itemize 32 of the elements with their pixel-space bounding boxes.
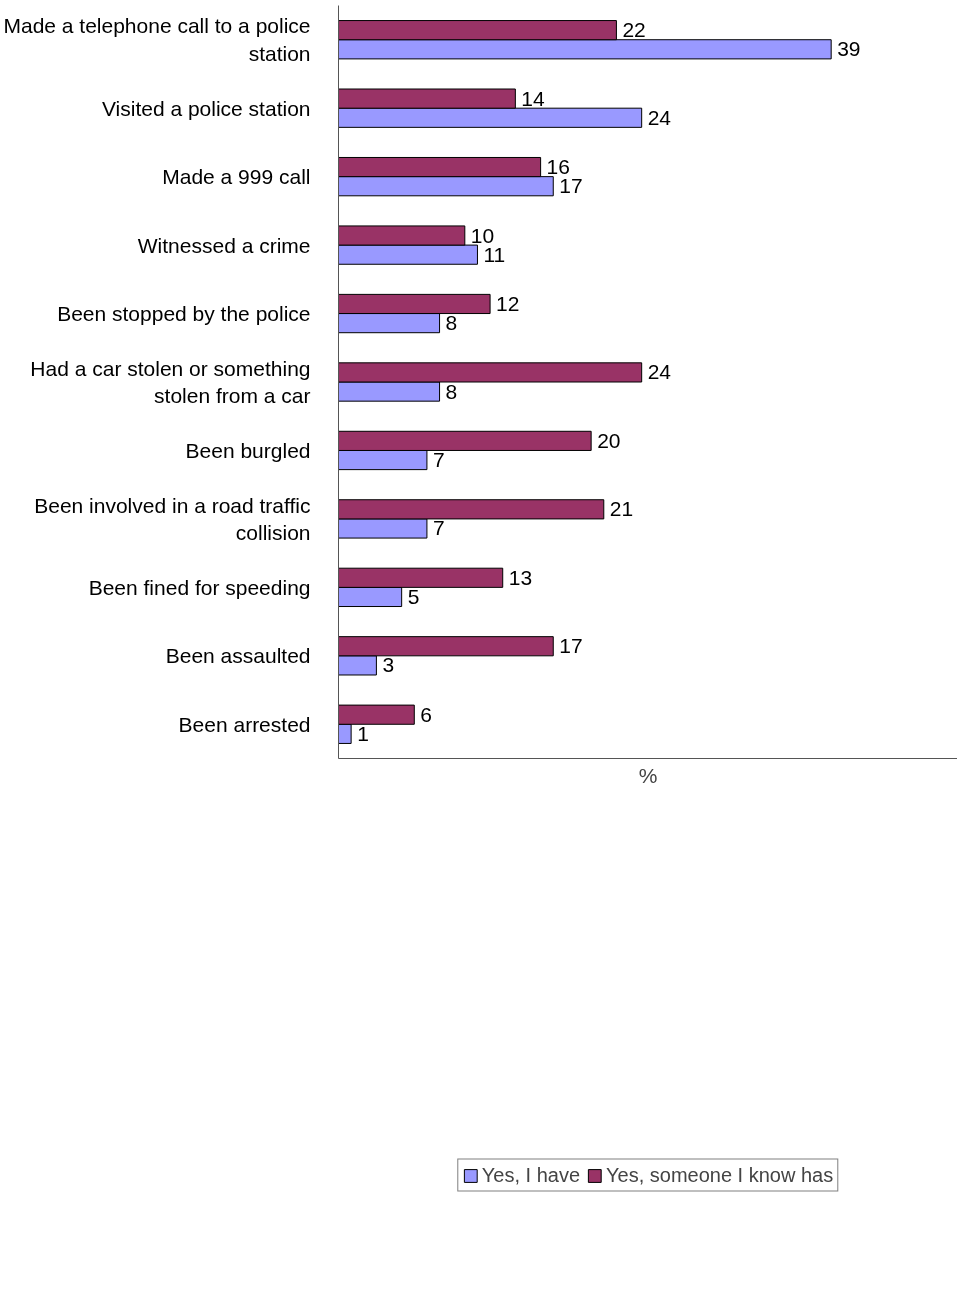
data-label: 8 <box>445 311 458 335</box>
data-label: 6 <box>420 702 432 726</box>
data-label: 14 <box>521 86 546 110</box>
data-label: 7 <box>432 448 445 472</box>
y-tick-label: Been fined for speeding <box>88 575 311 599</box>
data-label: 3 <box>382 653 395 677</box>
data-label: 22 <box>622 18 646 42</box>
data-label: 7 <box>432 516 445 540</box>
data-label: 5 <box>407 584 420 608</box>
data-label: 12 <box>496 291 520 315</box>
data-label: 8 <box>445 379 458 403</box>
x-axis-title: % <box>638 763 658 787</box>
data-label: 17 <box>559 634 583 658</box>
data-label: 20 <box>597 428 621 452</box>
legend-label: Yes, I have <box>481 1163 581 1187</box>
data-label: 39 <box>837 37 861 61</box>
data-label: 1 <box>357 721 369 745</box>
y-tick-label: Visited a police station <box>101 96 311 120</box>
y-tick-label: Made a telephone call to a police station <box>3 14 311 66</box>
y-tick-label: Been assaulted <box>165 644 311 668</box>
data-label: 24 <box>647 105 672 129</box>
data-label: 21 <box>609 497 634 521</box>
data-label: 24 <box>647 360 672 384</box>
data-label: 13 <box>508 565 533 589</box>
y-tick-label: Been burgled <box>185 438 311 462</box>
y-tick-label: Witnessed a crime <box>137 233 311 257</box>
y-tick-label: Been involved in a road traffic collision <box>34 493 311 545</box>
y-tick-label: Had a car stolen or something stolen from a car <box>30 356 311 408</box>
y-tick-label: Made a 999 call <box>162 165 311 189</box>
legend-label: Yes, someone I know has <box>606 1163 834 1187</box>
y-tick-label: Been stopped by the police <box>57 302 311 326</box>
y-tick-label: Been arrested <box>178 712 311 736</box>
